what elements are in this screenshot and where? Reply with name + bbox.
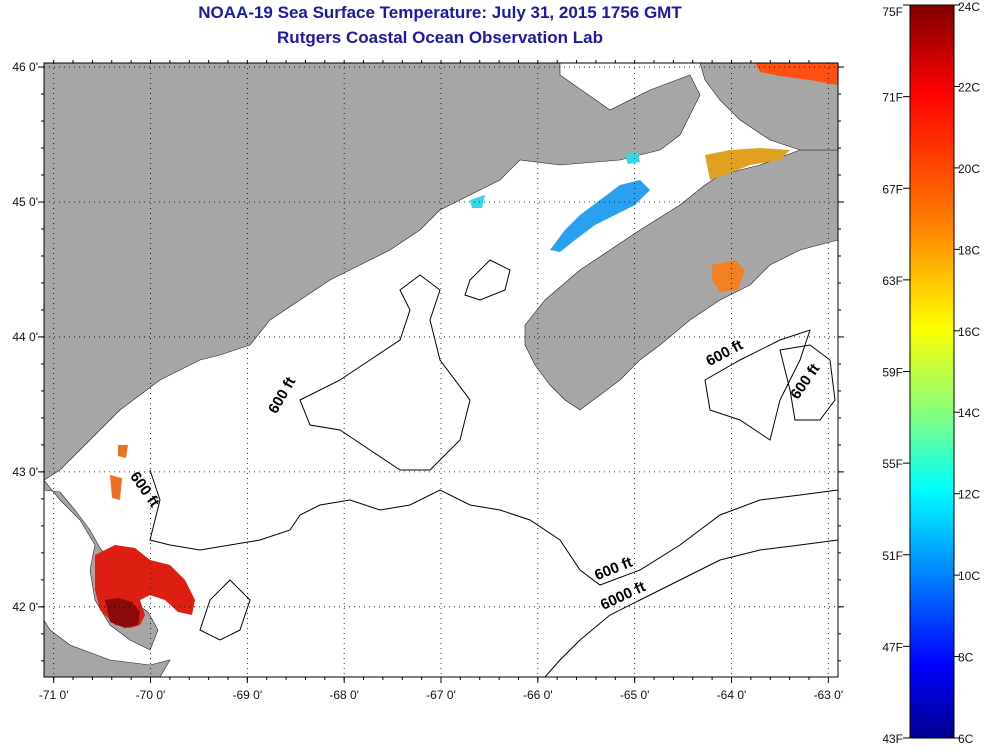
colorbar-label-f: 47F bbox=[882, 640, 903, 654]
sst-ns-patch bbox=[712, 260, 745, 292]
lon-tick-label: -69 0' bbox=[233, 688, 263, 702]
colorbar-label-c: 16C bbox=[958, 325, 980, 339]
colorbar-label-c: 20C bbox=[958, 162, 980, 176]
map-subtitle: Rutgers Coastal Ocean Observation Lab bbox=[277, 28, 603, 47]
colorbar-label-c: 18C bbox=[958, 243, 980, 257]
sst-ne-patch bbox=[705, 148, 790, 180]
lat-tick-label: 46 0' bbox=[12, 60, 38, 74]
lat-tick-label: 43 0' bbox=[12, 465, 38, 479]
colorbar-label-f: 51F bbox=[882, 549, 903, 563]
sst-cold-fundy bbox=[550, 180, 650, 252]
colorbar-label-c: 6C bbox=[958, 732, 974, 746]
colorbar-label-c: 8C bbox=[958, 651, 974, 665]
colorbar-label-f: 63F bbox=[882, 274, 903, 288]
lon-tick-label: -70 0' bbox=[136, 688, 166, 702]
colorbar-label-c: 14C bbox=[958, 406, 980, 420]
lon-tick-label: -66 0' bbox=[523, 688, 553, 702]
colorbar-label-f: 43F bbox=[882, 732, 903, 746]
lon-tick-label: -67 0' bbox=[426, 688, 456, 702]
map-title: NOAA-19 Sea Surface Temperature: July 31… bbox=[198, 3, 682, 22]
colorbar-label-c: 10C bbox=[958, 569, 980, 583]
lon-tick-label: -68 0' bbox=[329, 688, 359, 702]
colorbar-label-f: 55F bbox=[882, 457, 903, 471]
colorbar-label-c: 22C bbox=[958, 80, 980, 94]
lon-tick-label: -65 0' bbox=[620, 688, 650, 702]
sst-coastal-patch bbox=[110, 445, 128, 500]
colorbar: 75F 71F 67F 63F 59F 55F 51F 47F 43F 24C 22C 20C 18C 1… bbox=[882, 0, 980, 746]
land-northeast bbox=[699, 63, 838, 151]
colorbar-label-c: 24C bbox=[958, 0, 980, 14]
land-mainland bbox=[44, 63, 701, 481]
land-nova-scotia bbox=[524, 149, 838, 411]
colorbar-label-f: 75F bbox=[882, 5, 903, 19]
colorbar-label-f: 67F bbox=[882, 182, 903, 196]
lat-tick-label: 44 0' bbox=[12, 330, 38, 344]
sst-hot-patch bbox=[105, 598, 140, 628]
lon-tick-label: -71 0' bbox=[39, 688, 69, 702]
lat-tick-label: 42 0' bbox=[12, 600, 38, 614]
colorbar-label-f: 71F bbox=[882, 91, 903, 105]
depth-contours bbox=[149, 259, 838, 677]
colorbar-label-f: 59F bbox=[882, 366, 903, 380]
lon-tick-label: -63 0' bbox=[813, 688, 843, 702]
sst-ne-corner bbox=[755, 63, 838, 85]
lon-tick-label: -64 0' bbox=[717, 688, 747, 702]
colorbar-label-c: 12C bbox=[958, 488, 980, 502]
lat-tick-label: 45 0' bbox=[12, 195, 38, 209]
